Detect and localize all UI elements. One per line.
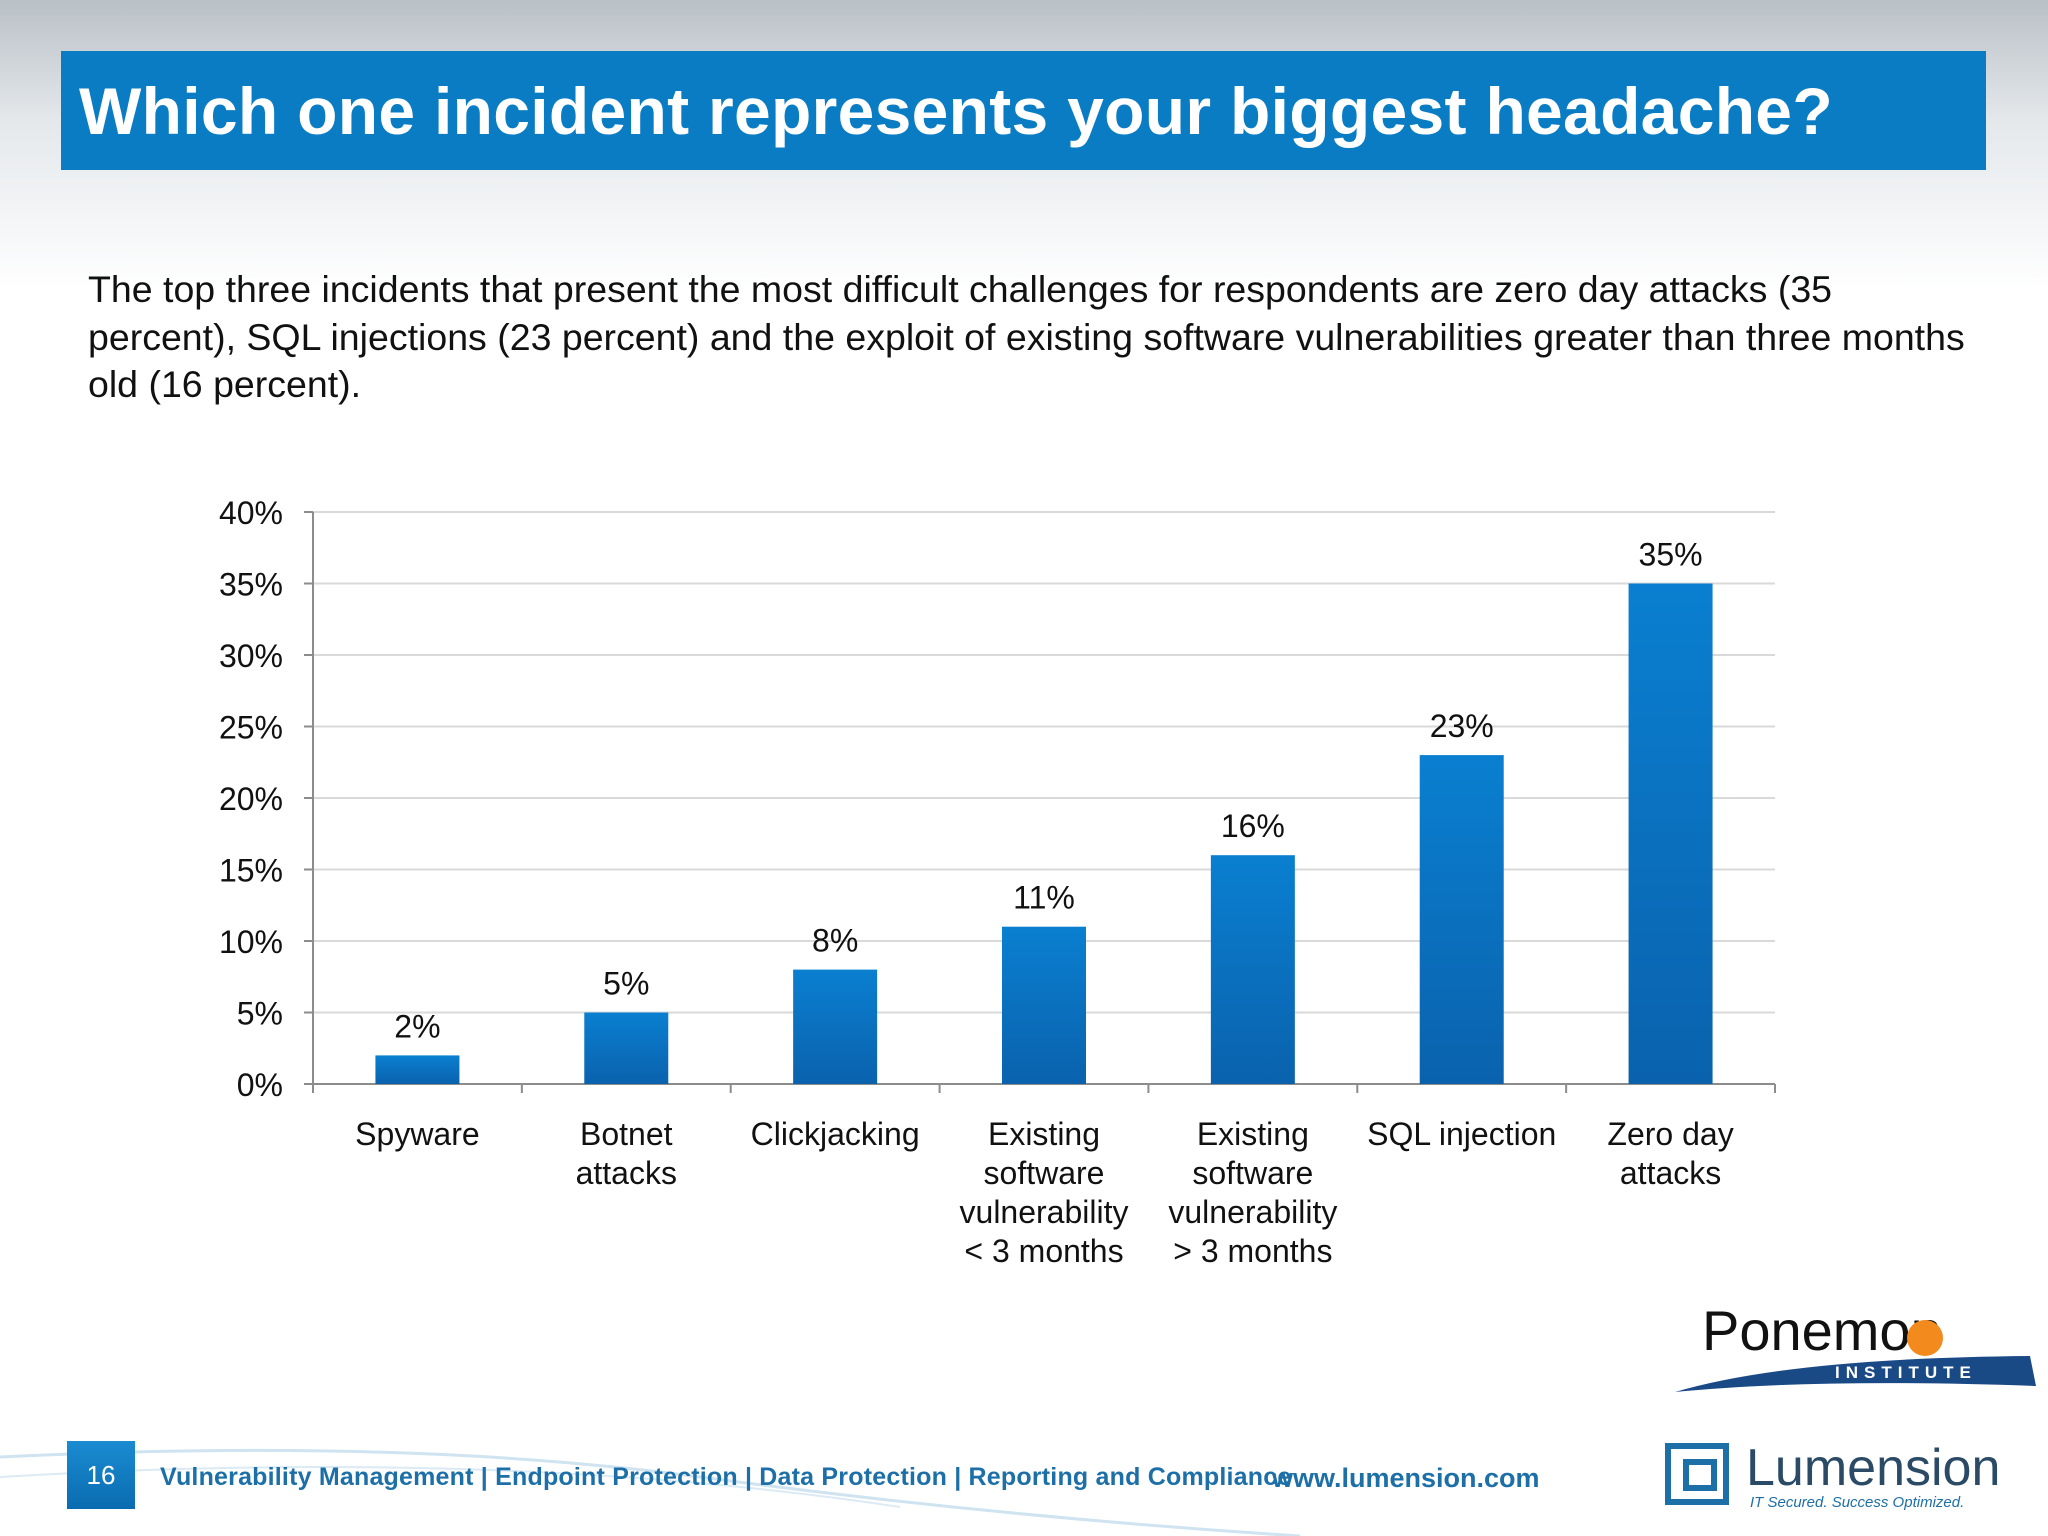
lumension-logo-text: Lumension: [1746, 1439, 2001, 1497]
category-label: software: [984, 1155, 1105, 1191]
category-label: Clickjacking: [751, 1116, 920, 1152]
footer-swoosh: [0, 1448, 1301, 1536]
data-label: 35%: [1639, 537, 1703, 573]
ponemon-logo-dot: [1907, 1320, 1943, 1356]
y-tick-label: 40%: [219, 495, 283, 531]
bar: [584, 1012, 669, 1084]
lumension-logo-icon: [1665, 1443, 1729, 1505]
lumension-tagline: IT Secured. Success Optimized.: [1750, 1494, 1965, 1511]
slide-subtitle: The top three incidents that present the…: [88, 268, 1965, 405]
slide-title: Which one incident represents your bigge…: [79, 73, 1833, 148]
bar: [1002, 926, 1086, 1084]
ponemon-logo-text: Ponemon: [1702, 1299, 1942, 1362]
category-label: < 3 months: [964, 1233, 1123, 1269]
title-bar: Which one incident represents your bigge…: [61, 51, 1986, 170]
category-label: attacks: [576, 1155, 677, 1191]
category-label: software: [1192, 1155, 1313, 1191]
data-label: 16%: [1221, 808, 1285, 844]
bar: [1419, 755, 1504, 1084]
category-label: vulnerability: [1168, 1194, 1337, 1230]
data-label: 11%: [1013, 880, 1075, 916]
bar-chart: 0% 5% 10% 15% 20% 25% 30% 35% 40% 2% Spyware 5% Botn…: [219, 495, 1776, 1269]
category-label: SQL injection: [1367, 1116, 1556, 1152]
y-tick-label: 15%: [219, 853, 283, 889]
data-label: 2%: [394, 1008, 440, 1044]
category-label: Zero day: [1607, 1116, 1733, 1152]
category-label: Existing: [988, 1116, 1100, 1152]
y-tick-label: 0%: [237, 1067, 283, 1103]
bar: [1628, 583, 1713, 1084]
y-tick-label: 30%: [219, 638, 283, 674]
lumension-logo: Lumension IT Secured. Success Optimized.: [1664, 1438, 2024, 1518]
footer-categories: Vulnerability Management | Endpoint Prot…: [160, 1463, 1292, 1491]
category-label: attacks: [1620, 1155, 1721, 1191]
data-label: 5%: [603, 966, 649, 1002]
category-label: > 3 months: [1173, 1233, 1332, 1269]
y-tick-label: 5%: [237, 996, 283, 1032]
category-label: Existing: [1197, 1116, 1309, 1152]
bar: [793, 969, 878, 1084]
category-label: Botnet: [580, 1116, 673, 1152]
ponemon-logo: Ponemon INSTITUTE: [1670, 1298, 2040, 1396]
footer-url[interactable]: www.lumension.com: [1272, 1463, 1540, 1493]
y-tick-label: 10%: [219, 924, 283, 960]
y-tick-label: 25%: [219, 710, 283, 746]
y-tick-label: 20%: [219, 781, 283, 817]
data-label: 8%: [812, 923, 858, 959]
ponemon-institute-text: INSTITUTE: [1835, 1363, 1977, 1382]
data-label: 23%: [1430, 708, 1494, 744]
y-tick-label: 35%: [219, 567, 283, 603]
category-label: vulnerability: [960, 1194, 1129, 1230]
ponemon-swoosh-icon: [1675, 1356, 2036, 1392]
category-label: Spyware: [355, 1116, 480, 1152]
page-number: 16: [67, 1441, 135, 1509]
bar: [375, 1055, 460, 1084]
bar: [1210, 855, 1295, 1084]
